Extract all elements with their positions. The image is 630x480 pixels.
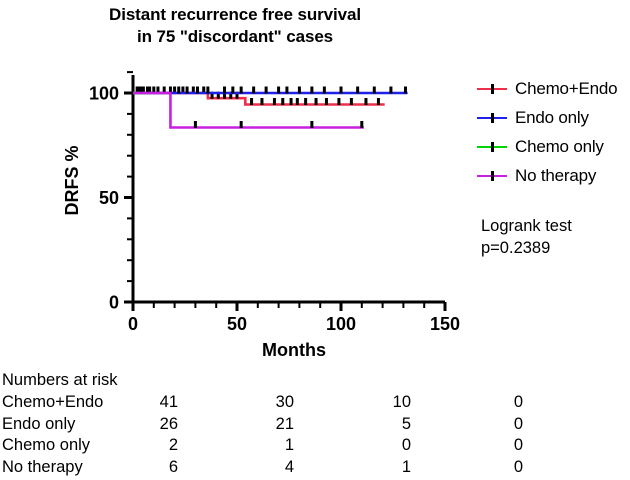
svg-text:100: 100 xyxy=(326,314,356,334)
logrank-p-value: p=0.2389 xyxy=(481,238,572,260)
censor-tick-icon xyxy=(491,84,494,94)
legend-label: Endo only xyxy=(515,108,589,128)
table-row: Chemo only 2 1 0 0 xyxy=(2,437,502,459)
risk-cell: 2 xyxy=(134,437,178,454)
legend: Chemo+Endo Endo only Chemo only No thera… xyxy=(477,74,630,190)
svg-text:50: 50 xyxy=(227,314,247,334)
risk-cell: 10 xyxy=(294,394,411,411)
axis-group xyxy=(124,72,445,311)
legend-label: Chemo+Endo xyxy=(515,79,617,99)
risk-cell: 0 xyxy=(294,437,411,454)
censor-tick-icon xyxy=(491,171,494,181)
svg-text:150: 150 xyxy=(430,314,460,334)
logrank-test-label: Logrank test xyxy=(481,216,572,238)
risk-cell: 6 xyxy=(134,459,178,476)
table-row: No therapy 6 4 1 0 xyxy=(2,459,502,480)
survival-curves-group xyxy=(133,87,408,128)
risk-table-heading: Numbers at risk xyxy=(2,372,502,394)
legend-item-endo-only[interactable]: Endo only xyxy=(477,103,630,132)
legend-label: No therapy xyxy=(515,166,596,186)
svg-text:DRFS %: DRFS % xyxy=(62,145,82,215)
legend-swatch-icon xyxy=(477,140,507,154)
legend-swatch-icon xyxy=(477,169,507,183)
risk-cell: 1 xyxy=(178,437,294,454)
censor-tick-icon xyxy=(491,113,494,123)
svg-text:50: 50 xyxy=(99,188,119,208)
risk-row-label: Chemo+Endo xyxy=(2,394,134,411)
risk-cell: 26 xyxy=(134,416,178,433)
table-row: Endo only 26 21 5 0 xyxy=(2,416,502,438)
svg-text:100: 100 xyxy=(89,84,119,104)
risk-cell: 5 xyxy=(294,416,411,433)
numbers-at-risk-table: Numbers at risk Chemo+Endo 41 30 10 0 En… xyxy=(2,372,502,480)
logrank-annotation: Logrank test p=0.2389 xyxy=(481,216,572,260)
svg-text:Months: Months xyxy=(262,340,326,360)
risk-cell: 21 xyxy=(178,416,294,433)
risk-cell: 1 xyxy=(294,459,411,476)
risk-cell: 0 xyxy=(411,416,523,433)
risk-cell: 0 xyxy=(411,459,523,476)
table-row: Chemo+Endo 41 30 10 0 xyxy=(2,394,502,416)
risk-row-label: Chemo only xyxy=(2,437,134,454)
legend-label: Chemo only xyxy=(515,137,604,157)
legend-swatch-icon xyxy=(477,82,507,96)
risk-cell: 41 xyxy=(134,394,178,411)
legend-item-chemo-only[interactable]: Chemo only xyxy=(477,132,630,161)
risk-row-label: Endo only xyxy=(2,416,134,433)
svg-text:0: 0 xyxy=(128,314,138,334)
risk-cell: 0 xyxy=(411,437,523,454)
legend-item-no-therapy[interactable]: No therapy xyxy=(477,161,630,190)
risk-cell: 4 xyxy=(178,459,294,476)
legend-swatch-icon xyxy=(477,111,507,125)
legend-item-chemo-endo[interactable]: Chemo+Endo xyxy=(477,74,630,103)
risk-row-label: No therapy xyxy=(2,459,134,476)
svg-text:0: 0 xyxy=(109,293,119,313)
risk-cell: 0 xyxy=(411,394,523,411)
risk-cell: 30 xyxy=(178,394,294,411)
censor-tick-icon xyxy=(491,142,494,152)
